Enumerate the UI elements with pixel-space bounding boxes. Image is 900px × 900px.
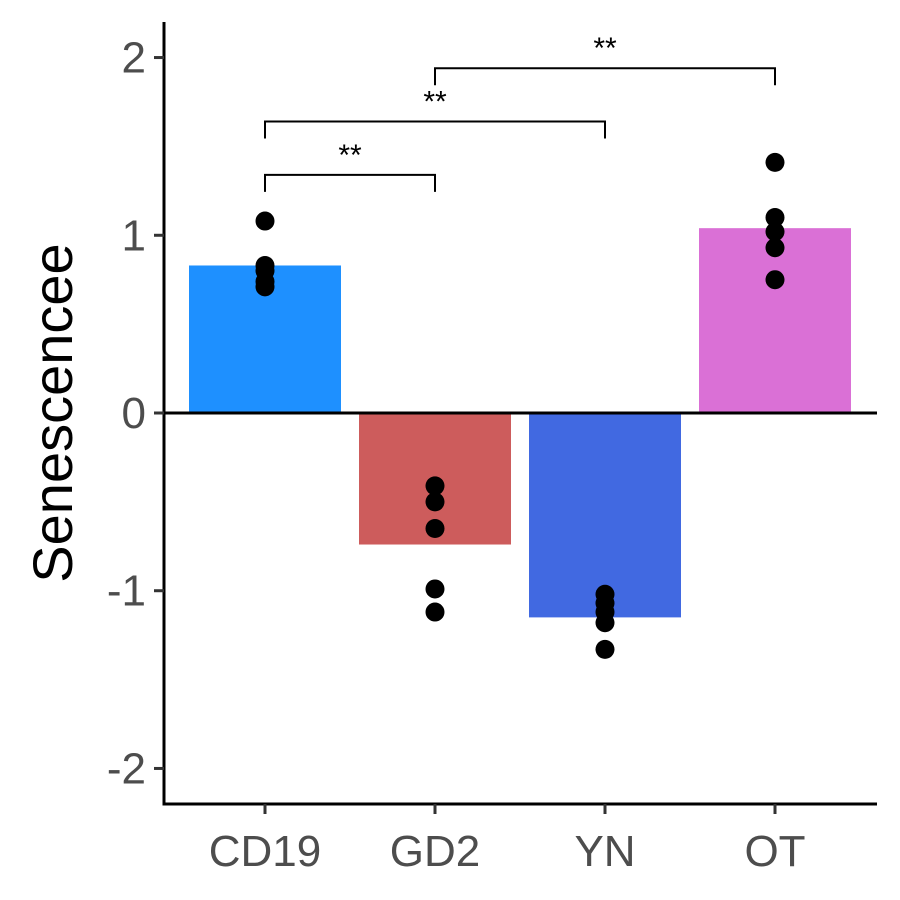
data-point-ot-2 — [765, 208, 785, 227]
data-point-gd2-4 — [425, 579, 445, 599]
y-tick-label: -1 — [107, 567, 146, 616]
significance-layer: ** ** ** — [264, 32, 776, 192]
significance-label-2: ** — [423, 86, 447, 119]
significance-label-3: ** — [593, 32, 617, 65]
data-point-ot-1 — [765, 152, 785, 172]
bars-layer — [189, 228, 851, 618]
data-point-yn-5 — [595, 639, 615, 659]
y-tick-label: -2 — [107, 744, 146, 793]
data-point-yn-4 — [595, 613, 615, 633]
data-point-gd2-5 — [425, 602, 445, 622]
bar-yn — [529, 413, 681, 618]
y-tick-label: 2 — [122, 34, 146, 83]
significance-bracket-1 — [264, 173, 436, 192]
bar-ot — [699, 228, 851, 413]
significance-bracket-2 — [264, 120, 606, 139]
y-tick-label: 0 — [122, 389, 146, 438]
data-point-cd19-1 — [255, 211, 275, 231]
x-tick-label-ot: OT — [744, 827, 805, 876]
axes-layer: -2 -1 0 1 2 CD19 GD2 YN OT Senescencee — [21, 22, 877, 876]
y-tick-label: 1 — [122, 211, 146, 260]
x-tick-label-gd2: GD2 — [390, 827, 480, 876]
data-point-gd2-3 — [425, 519, 445, 539]
x-tick-label-cd19: CD19 — [209, 827, 322, 876]
data-point-cd19-5 — [255, 277, 275, 297]
points-layer — [255, 152, 785, 659]
data-point-ot-4 — [765, 238, 785, 258]
x-tick-label-yn: YN — [574, 827, 635, 876]
y-axis-title: Senescencee — [21, 243, 84, 582]
data-point-ot-3 — [765, 222, 785, 242]
data-point-ot-5 — [765, 270, 785, 290]
significance-label-1: ** — [338, 139, 362, 172]
data-point-gd2-1 — [425, 476, 445, 496]
significance-bracket-3 — [434, 67, 776, 86]
data-point-gd2-2 — [425, 492, 445, 512]
